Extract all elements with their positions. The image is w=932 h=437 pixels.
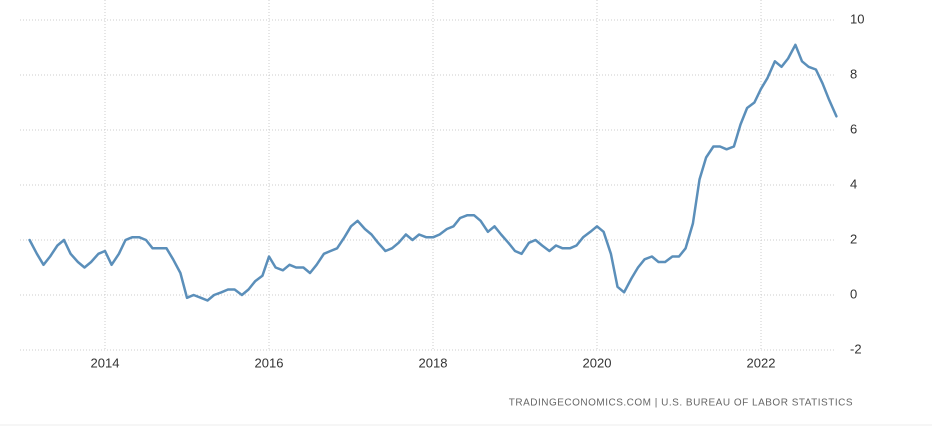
- source: TRADINGECONOMICS.COM | U.S. BUREAU OF LA…: [509, 398, 853, 409]
- y-tick-label: 8: [850, 66, 857, 81]
- y-tick-label: 2: [850, 231, 857, 246]
- y-tick-label: 0: [850, 286, 857, 301]
- y-tick-label: 6: [850, 121, 857, 136]
- y-tick-label: 10: [850, 11, 864, 26]
- y-tick-label: 4: [850, 176, 857, 191]
- x-tick-label: 2020: [583, 355, 612, 370]
- y-tick-label: -2: [850, 341, 862, 356]
- x-tick-label: 2022: [747, 355, 776, 370]
- line: [28, 43, 838, 302]
- x-tick-label: 2018: [419, 355, 448, 370]
- x-tick-label: 2016: [255, 355, 284, 370]
- x-tick-label: 2014: [91, 355, 120, 370]
